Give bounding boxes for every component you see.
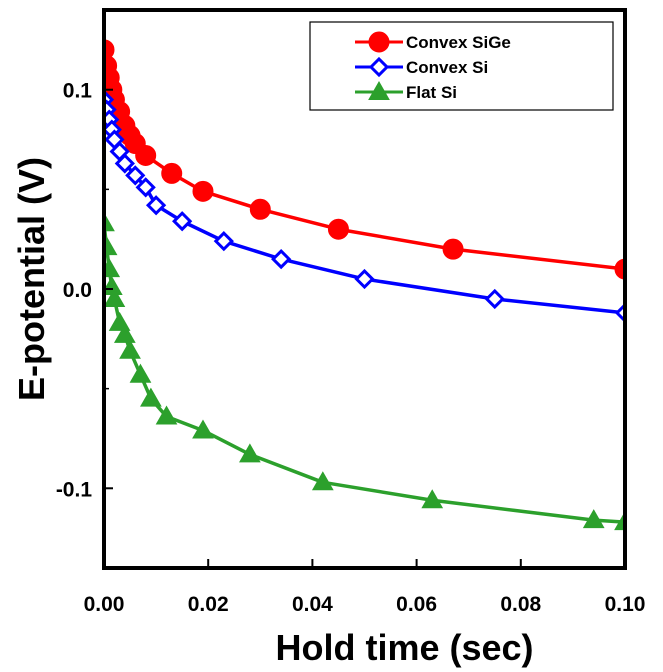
data-point bbox=[327, 218, 349, 240]
x-tick-label: 0.04 bbox=[292, 593, 333, 616]
data-point bbox=[104, 287, 126, 307]
data-point bbox=[161, 162, 183, 184]
x-tick-label: 0.00 bbox=[84, 593, 125, 616]
x-tick-label: 0.06 bbox=[396, 593, 437, 616]
data-point bbox=[249, 198, 271, 220]
data-point bbox=[354, 268, 375, 290]
data-point bbox=[113, 323, 136, 343]
data-point bbox=[135, 144, 157, 166]
data-point bbox=[119, 339, 141, 359]
legend-label: Flat Si bbox=[406, 83, 457, 102]
data-point bbox=[213, 231, 234, 252]
legend-item: Convex Si bbox=[355, 56, 488, 78]
series-layer bbox=[104, 39, 625, 531]
legend-label: Convex Si bbox=[406, 58, 488, 77]
x-tick-label: 0.08 bbox=[500, 593, 541, 616]
data-point bbox=[192, 180, 214, 202]
data-point bbox=[311, 471, 334, 491]
data-point bbox=[484, 288, 505, 310]
data-point bbox=[145, 195, 167, 216]
series-convex-si bbox=[104, 89, 625, 324]
x-tick-label: 0.10 bbox=[605, 593, 646, 616]
data-point bbox=[192, 419, 214, 439]
data-point bbox=[582, 509, 605, 529]
series-convex-sige bbox=[104, 39, 625, 280]
y-tick-label: -0.1 bbox=[56, 478, 93, 501]
legend-item: Convex SiGe bbox=[355, 31, 511, 53]
data-point bbox=[421, 489, 444, 509]
data-point bbox=[614, 258, 625, 280]
y-tick-label: 0.0 bbox=[63, 279, 92, 302]
legend-item: Flat Si bbox=[355, 80, 457, 102]
x-axis-title: Hold time (sec) bbox=[275, 627, 533, 668]
x-tick-label: 0.02 bbox=[188, 593, 229, 616]
data-point bbox=[135, 177, 156, 198]
data-point bbox=[114, 153, 135, 174]
data-point bbox=[155, 405, 178, 425]
data-point bbox=[104, 236, 118, 256]
data-point bbox=[125, 165, 146, 186]
data-point bbox=[104, 39, 115, 61]
legend-marker bbox=[368, 31, 390, 53]
data-point bbox=[104, 212, 115, 232]
data-point bbox=[140, 387, 162, 407]
data-point bbox=[129, 363, 152, 383]
data-point bbox=[614, 511, 625, 531]
y-tick-label: 0.1 bbox=[63, 80, 93, 103]
y-axis-title: E-potential (V) bbox=[11, 157, 52, 401]
legend-marker bbox=[368, 56, 390, 78]
ticks-layer: 0.00 0.02 0.04 0.06 0.08 0.10 0.1 0.0 -0.1 bbox=[56, 80, 646, 616]
data-point bbox=[239, 443, 261, 463]
data-point bbox=[442, 238, 464, 260]
data-point bbox=[172, 211, 193, 232]
legend-label: Convex SiGe bbox=[406, 33, 511, 52]
legend-marker bbox=[368, 80, 390, 100]
data-point bbox=[271, 248, 292, 270]
legend: Convex SiGe Convex Si Flat Si bbox=[309, 21, 614, 111]
series-line bbox=[104, 223, 625, 524]
